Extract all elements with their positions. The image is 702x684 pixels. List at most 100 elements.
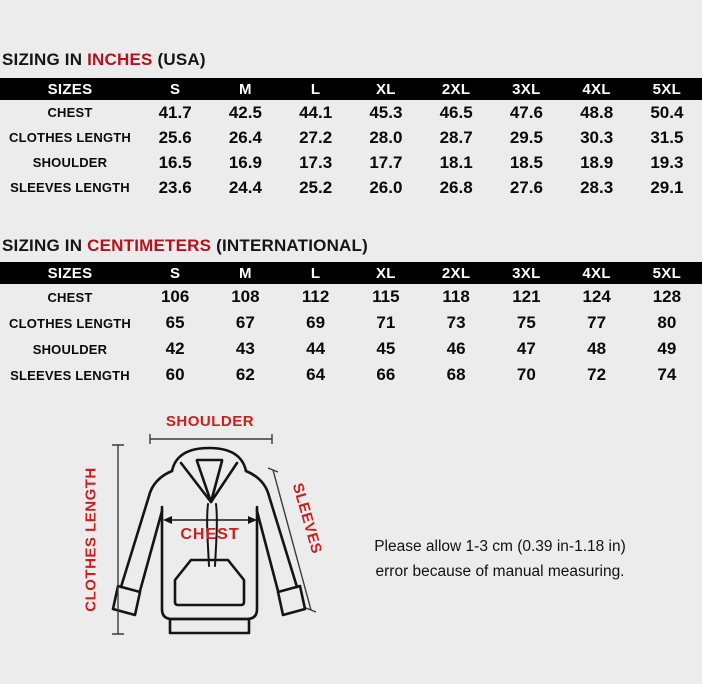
size-value-cell: 42	[165, 339, 185, 358]
size-value-cell: 18.5	[509, 152, 543, 172]
size-value-cell: 41.7	[158, 102, 192, 122]
measure-label-cell: CHEST	[47, 105, 93, 120]
title-accent-centimeters: CENTIMETERS	[87, 236, 212, 255]
clothes-length-measure-label: CLOTHES LENGTH	[82, 467, 100, 612]
measure-label-cell: SHOULDER	[32, 155, 108, 170]
size-value-cell: 60	[165, 365, 185, 384]
column-header: 2XL	[421, 78, 492, 100]
size-value-cell: 50.4	[650, 102, 684, 122]
size-value-cell: 29.1	[650, 177, 684, 197]
size-value-cell: 45	[376, 339, 396, 358]
size-value-cell: 66	[376, 365, 396, 384]
column-header: S	[140, 262, 211, 284]
size-value-cell: 45.3	[369, 102, 403, 122]
size-value-cell: 46	[446, 339, 466, 358]
title-suffix: (INTERNATIONAL)	[211, 236, 368, 255]
column-header: 2XL	[421, 262, 492, 284]
inches-size-table: SIZES S M L XL 2XL 3XL 4XL 5XL CHEST 41.7 42.5 44.1…	[0, 78, 702, 200]
title-text: SIZING IN	[2, 50, 88, 69]
size-value-cell: 46.5	[439, 102, 473, 122]
size-value-cell: 47	[516, 339, 536, 358]
column-header: 3XL	[491, 262, 562, 284]
size-value-cell: 118	[442, 287, 470, 306]
size-value-cell: 115	[372, 287, 400, 306]
measure-label-cell: SHOULDER	[32, 341, 108, 357]
size-value-cell: 43	[235, 339, 255, 358]
size-value-cell: 28.0	[369, 127, 403, 147]
size-value-cell: 44	[306, 339, 326, 358]
header-row: SIZES S M L XL 2XL 3XL 4XL 5XL	[0, 262, 702, 284]
size-value-cell: 48	[587, 339, 607, 358]
hoodie-outline-icon	[111, 434, 317, 635]
size-value-cell: 72	[587, 365, 607, 384]
size-value-cell: 67	[235, 313, 255, 332]
measure-label-cell: SLEEVES LENGTH	[10, 180, 130, 195]
inches-section-title: SIZING IN INCHES (USA)	[2, 50, 206, 70]
size-value-cell: 44.1	[299, 102, 333, 122]
note-line-2: error because of manual measuring.	[375, 563, 625, 580]
size-value-cell: 112	[301, 287, 330, 306]
size-value-cell: 64	[306, 365, 326, 384]
size-value-cell: 28.7	[439, 127, 473, 147]
table-row: SLEEVES LENGTH 23.6 24.4 25.2 26.0 26.8 27.6 28…	[0, 175, 702, 200]
size-value-cell: 17.7	[369, 152, 403, 172]
column-header: S	[140, 78, 211, 100]
column-header: L	[280, 78, 351, 100]
cm-table-body: CHEST 106 108 112 115 118 121 124 128 CLOTHES LEN…	[0, 284, 702, 388]
size-value-cell: 18.9	[580, 152, 614, 172]
size-value-cell: 25.2	[299, 177, 333, 197]
table-row: CHEST 106 108 112 115 118 121 124 128	[0, 284, 702, 310]
column-header: 3XL	[491, 78, 562, 100]
size-value-cell: 71	[376, 313, 396, 332]
size-value-cell: 49	[657, 339, 677, 358]
measuring-error-note: Please allow 1-3 cm (0.39 in-1.18 in) er…	[354, 534, 646, 584]
size-value-cell: 27.2	[299, 127, 333, 147]
table-row: SHOULDER 16.5 16.9 17.3 17.7 18.1 18.5 18.9 19.3	[0, 150, 702, 175]
column-header: XL	[350, 262, 421, 284]
size-value-cell: 30.3	[580, 127, 614, 147]
title-text: SIZING IN	[2, 236, 88, 255]
table-row: SLEEVES LENGTH 60 62 64 66 68 70 72 74	[0, 362, 702, 388]
size-value-cell: 77	[587, 313, 607, 332]
measure-label-cell: CHEST	[47, 289, 93, 305]
size-value-cell: 16.5	[158, 152, 192, 172]
column-header: L	[280, 262, 351, 284]
inches-table-header: SIZES S M L XL 2XL 3XL 4XL 5XL	[0, 78, 702, 100]
size-value-cell: 26.0	[369, 177, 403, 197]
size-value-cell: 42.5	[228, 102, 262, 122]
size-value-cell: 47.6	[509, 102, 543, 122]
title-suffix: (USA)	[152, 50, 206, 69]
table-row: SHOULDER 42 43 44 45 46 47 48 49	[0, 336, 702, 362]
inches-table-body: CHEST 41.7 42.5 44.1 45.3 46.5 47.6 48.8 50.4 CLO…	[0, 100, 702, 200]
size-value-cell: 75	[516, 313, 536, 332]
size-value-cell: 26.4	[228, 127, 262, 147]
size-value-cell: 74	[657, 365, 677, 384]
size-value-cell: 48.8	[580, 102, 614, 122]
size-value-cell: 68	[446, 365, 466, 384]
column-header: 4XL	[561, 262, 632, 284]
size-value-cell: 23.6	[158, 177, 192, 197]
cm-table-header: SIZES S M L XL 2XL 3XL 4XL 5XL	[0, 262, 702, 284]
column-header: SIZES	[0, 78, 140, 100]
size-value-cell: 25.6	[158, 127, 192, 147]
size-value-cell: 69	[306, 313, 326, 332]
cm-size-table: SIZES S M L XL 2XL 3XL 4XL 5XL CHEST 106 108 112 115…	[0, 262, 702, 388]
measure-label-cell: CLOTHES LENGTH	[9, 130, 131, 145]
size-value-cell: 27.6	[509, 177, 543, 197]
measure-label-cell: CLOTHES LENGTH	[9, 315, 131, 331]
measure-label-cell: SLEEVES LENGTH	[10, 367, 130, 383]
column-header: SIZES	[0, 262, 140, 284]
title-accent-inches: INCHES	[87, 50, 153, 69]
table-row: CLOTHES LENGTH 25.6 26.4 27.2 28.0 28.7 29.5 30…	[0, 125, 702, 150]
size-value-cell: 65	[165, 313, 185, 332]
size-value-cell: 62	[235, 365, 255, 384]
size-value-cell: 31.5	[650, 127, 684, 147]
size-value-cell: 121	[512, 287, 541, 306]
column-header: M	[210, 78, 281, 100]
size-value-cell: 17.3	[299, 152, 333, 172]
size-value-cell: 106	[160, 287, 190, 306]
column-header: 5XL	[631, 78, 702, 100]
size-value-cell: 18.1	[439, 152, 473, 172]
size-value-cell: 124	[582, 287, 611, 306]
